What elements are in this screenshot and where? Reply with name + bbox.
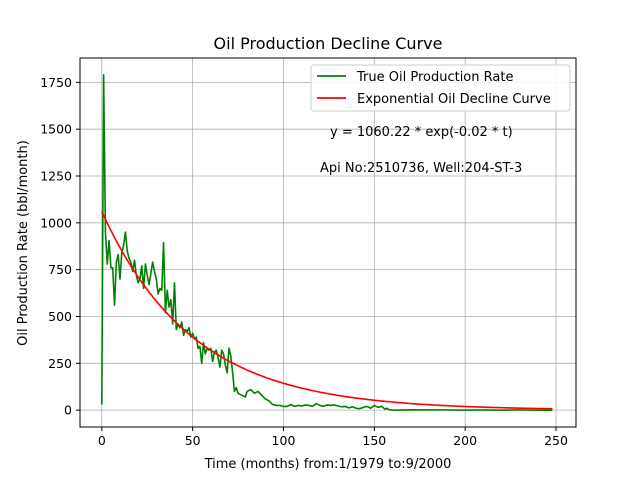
series-line-true-oil-production-rate [101,74,553,411]
y-tick-label: 500 [48,309,72,324]
x-tick-label: 100 [272,433,296,448]
y-tick-label: 1500 [40,122,72,137]
series-line-exponential-decline-curve [101,211,553,410]
x-tick-label: 200 [453,433,477,448]
legend-label-true-rate: True Oil Production Rate [356,70,513,85]
legend-box [310,64,571,112]
data-lines [101,74,553,411]
equation-annotation: y = 1060.22 * exp(-0.02 * t) [330,125,513,140]
y-tick-label: 1000 [40,215,72,230]
x-tick-label: 250 [544,433,568,448]
y-tick-label: 750 [48,262,72,277]
y-tick-label: 1750 [40,75,72,90]
y-tick-label: 0 [64,403,72,418]
x-tick-label: 150 [362,433,386,448]
plot-frame [79,57,577,428]
well-annotation: Api No:2510736, Well:204-ST-3 [320,161,522,176]
x-axis-label: Time (months) from:1/1979 to:9/2000 [204,457,452,472]
axis-ticks: 0 50 100 150 200 250 0 250 500 750 1000 1250 1500 175… [40,75,568,448]
y-tick-label: 1250 [40,169,72,184]
x-tick-label: 50 [185,433,201,448]
y-axis-label: Oil Production Rate (bbl/month) [16,140,31,346]
legend-label-exp-curve: Exponential Oil Decline Curve [357,92,551,107]
legend: True Oil Production Rate Exponential Oil… [310,64,571,112]
x-tick-label: 0 [98,433,106,448]
y-tick-label: 250 [48,356,72,371]
chart-title: Oil Production Decline Curve [214,34,443,53]
